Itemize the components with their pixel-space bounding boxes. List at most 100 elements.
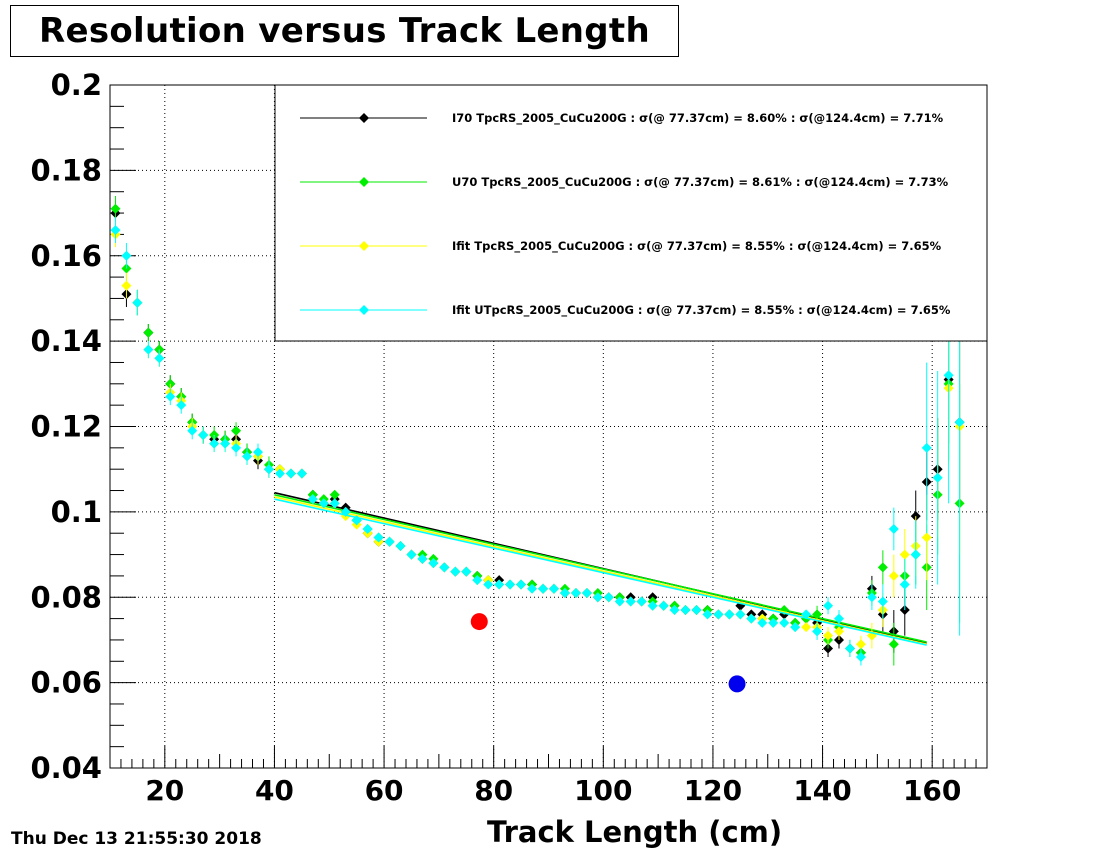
legend-label: Ifit TpcRS_2005_CuCu200G : σ(@ 77.37cm) … bbox=[452, 239, 942, 254]
data-point bbox=[614, 596, 625, 607]
data-point bbox=[921, 442, 932, 453]
data-point bbox=[888, 639, 899, 650]
data-point bbox=[921, 532, 932, 543]
data-point bbox=[866, 592, 877, 603]
data-point bbox=[954, 417, 965, 428]
data-point bbox=[636, 596, 647, 607]
data-point bbox=[143, 327, 154, 338]
data-point bbox=[702, 609, 713, 620]
fit-line bbox=[274, 496, 927, 645]
data-point bbox=[362, 523, 373, 534]
chart-title: Resolution versus Track Length bbox=[38, 11, 650, 51]
data-point bbox=[494, 579, 505, 590]
legend-marker bbox=[359, 241, 369, 251]
x-tick-label: 140 bbox=[793, 774, 851, 807]
data-point bbox=[154, 353, 165, 364]
data-point bbox=[669, 605, 680, 616]
legend-label: U70 TpcRS_2005_CuCu200G : σ(@ 77.37cm) =… bbox=[452, 175, 949, 190]
data-point bbox=[548, 583, 559, 594]
data-point bbox=[121, 250, 132, 261]
data-point bbox=[855, 639, 866, 650]
x-tick-label: 120 bbox=[684, 774, 742, 807]
data-point bbox=[581, 587, 592, 598]
x-tick-label: 100 bbox=[574, 774, 632, 807]
data-point bbox=[472, 575, 483, 586]
data-point bbox=[899, 549, 910, 560]
y-tick-label: 0.04 bbox=[30, 751, 102, 785]
x-tick-label: 20 bbox=[145, 774, 184, 807]
data-point bbox=[603, 592, 614, 603]
x-axis-label: Track Length (cm) bbox=[487, 815, 783, 849]
data-point bbox=[713, 609, 724, 620]
data-point bbox=[735, 609, 746, 620]
data-point bbox=[198, 430, 209, 441]
data-point bbox=[263, 464, 274, 475]
data-point bbox=[844, 643, 855, 654]
data-point bbox=[121, 280, 132, 291]
y-tick-label: 0.08 bbox=[30, 580, 102, 614]
data-point bbox=[855, 652, 866, 663]
data-point bbox=[592, 592, 603, 603]
data-point bbox=[899, 579, 910, 590]
y-tick-label: 0.2 bbox=[51, 68, 102, 102]
data-point bbox=[801, 609, 812, 620]
data-point bbox=[888, 523, 899, 534]
data-point bbox=[132, 297, 143, 308]
data-point bbox=[943, 370, 954, 381]
data-point bbox=[647, 600, 658, 611]
fit-line bbox=[274, 498, 927, 646]
data-point bbox=[834, 613, 845, 624]
data-point bbox=[406, 549, 417, 560]
data-point bbox=[801, 622, 812, 633]
legend-label: I70 TpcRS_2005_CuCu200G : σ(@ 77.37cm) =… bbox=[452, 111, 944, 126]
data-point bbox=[417, 553, 428, 564]
y-tick-label: 0.06 bbox=[30, 666, 102, 700]
data-point bbox=[450, 566, 461, 577]
data-point bbox=[757, 617, 768, 628]
data-point bbox=[877, 562, 888, 573]
data-point bbox=[143, 344, 154, 355]
data-point bbox=[242, 451, 253, 462]
x-tick-label: 160 bbox=[903, 774, 961, 807]
data-point bbox=[527, 583, 538, 594]
data-point bbox=[538, 583, 549, 594]
data-point bbox=[351, 515, 362, 526]
data-point bbox=[231, 425, 242, 436]
data-point bbox=[176, 400, 187, 411]
data-point bbox=[680, 605, 691, 616]
data-point bbox=[625, 596, 636, 607]
data-point bbox=[318, 498, 329, 509]
data-point bbox=[252, 447, 263, 458]
legend-marker bbox=[359, 113, 369, 123]
timestamp: Thu Dec 13 21:55:30 2018 bbox=[11, 829, 262, 849]
legend-box bbox=[274, 84, 988, 342]
data-point bbox=[691, 605, 702, 616]
data-point bbox=[877, 596, 888, 607]
y-tick-label: 0.1 bbox=[51, 495, 102, 529]
data-point bbox=[910, 549, 921, 560]
data-point bbox=[570, 587, 581, 598]
y-tick-label: 0.14 bbox=[30, 324, 102, 358]
x-tick-label: 80 bbox=[474, 774, 513, 807]
data-point bbox=[373, 532, 384, 543]
data-point bbox=[823, 600, 834, 611]
data-point bbox=[329, 498, 340, 509]
data-point bbox=[932, 472, 943, 483]
data-point bbox=[307, 494, 318, 505]
reference-marker-2 bbox=[728, 675, 746, 693]
legend-marker bbox=[359, 305, 369, 315]
data-point bbox=[724, 609, 735, 620]
data-point bbox=[296, 468, 307, 479]
data-point bbox=[165, 391, 176, 402]
data-point bbox=[329, 489, 340, 500]
data-point bbox=[231, 442, 242, 453]
data-point bbox=[483, 579, 494, 590]
data-point bbox=[340, 506, 351, 517]
data-point bbox=[461, 566, 472, 577]
data-point bbox=[768, 617, 779, 628]
x-tick-label: 40 bbox=[255, 774, 294, 807]
x-tick-label: 60 bbox=[365, 774, 404, 807]
data-point bbox=[790, 622, 801, 633]
data-point bbox=[505, 579, 516, 590]
